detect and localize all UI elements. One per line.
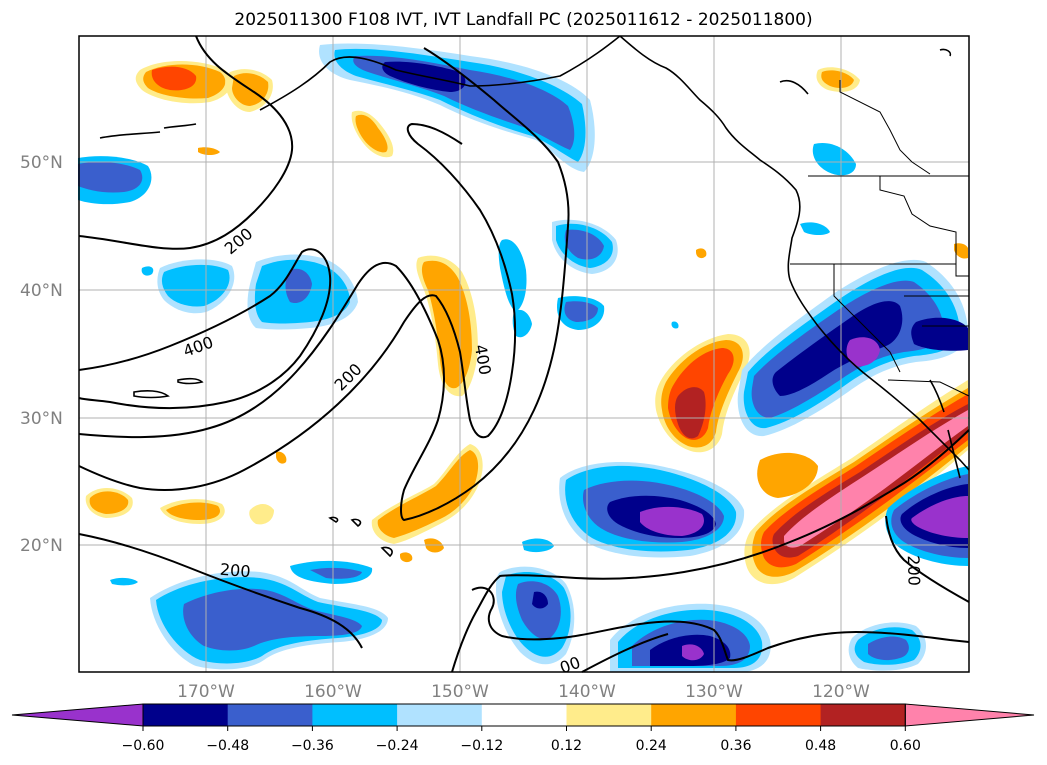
colorbar-segment: [481, 704, 567, 726]
lat-label-30n: 30°N: [20, 409, 63, 429]
colorbar-segment: [651, 704, 737, 726]
colorbar-segment: [820, 704, 906, 726]
lat-label-50n: 50°N: [20, 153, 63, 173]
map-frame: [78, 35, 970, 673]
lon-label-120w: 120°W: [812, 682, 870, 702]
map-title: 2025011300 F108 IVT, IVT Landfall PC (20…: [234, 10, 813, 30]
lon-label-140w: 140°W: [558, 682, 616, 702]
contour-label: 200: [331, 360, 366, 395]
lon-label-170w: 170°W: [177, 682, 235, 702]
colorbar-tick-label: 0.24: [636, 738, 667, 754]
lon-label-160w: 160°W: [304, 682, 362, 702]
colorbar-tick-label: 0.48: [805, 738, 836, 754]
contour-label: 200: [221, 224, 257, 258]
colorbar-segment: [312, 704, 398, 726]
colorbar-tick-label: −0.60: [122, 738, 165, 754]
colorbar-tick-label: −0.24: [376, 738, 419, 754]
contour-label: 200: [219, 560, 251, 582]
political-borders: [790, 80, 970, 397]
colorbar-outline: [142, 703, 906, 727]
contour-label: 400: [181, 332, 216, 360]
colorbar-tick-label: −0.48: [206, 738, 249, 754]
colorbar-tick-label: 0.60: [890, 738, 921, 754]
colorbar-segment: [735, 704, 822, 726]
longitude-axis: 170°W 160°W 150°W 140°W 130°W 120°W: [177, 682, 870, 702]
coastlines: [99, 35, 970, 558]
lat-label-20n: 20°N: [20, 536, 63, 556]
colorbar-extend-high: [904, 703, 1035, 727]
colorbar-segment: [397, 704, 483, 726]
colorbar-tick-label: 0.12: [551, 738, 582, 754]
colorbar-tick-label: 0.36: [720, 738, 751, 754]
colorbar-tick-labels: −0.60 −0.48 −0.36 −0.24 −0.12 0.12 0.24 0.36 0.4…: [122, 726, 921, 754]
ivt-contours: [78, 35, 970, 673]
colorbar-tick-label: −0.36: [291, 738, 334, 754]
colorbar: −0.60 −0.48 −0.36 −0.24 −0.12 0.12 0.24 0.36 0.4…: [11, 703, 1035, 754]
colorbar-tick-label: −0.12: [460, 738, 503, 754]
lon-label-150w: 150°W: [431, 682, 489, 702]
lat-label-40n: 40°N: [20, 281, 63, 301]
colorbar-segments: [11, 703, 1035, 727]
colorbar-extend-low: [11, 703, 144, 727]
pc-shading: [78, 43, 968, 672]
colorbar-segment: [227, 704, 313, 726]
lon-label-130w: 130°W: [685, 682, 743, 702]
colorbar-segment: [143, 704, 229, 726]
colorbar-segment: [566, 704, 652, 726]
graticule: [79, 36, 969, 672]
latitude-axis: 50°N 40°N 30°N 20°N: [20, 153, 63, 556]
contour-label: 200: [904, 555, 924, 586]
